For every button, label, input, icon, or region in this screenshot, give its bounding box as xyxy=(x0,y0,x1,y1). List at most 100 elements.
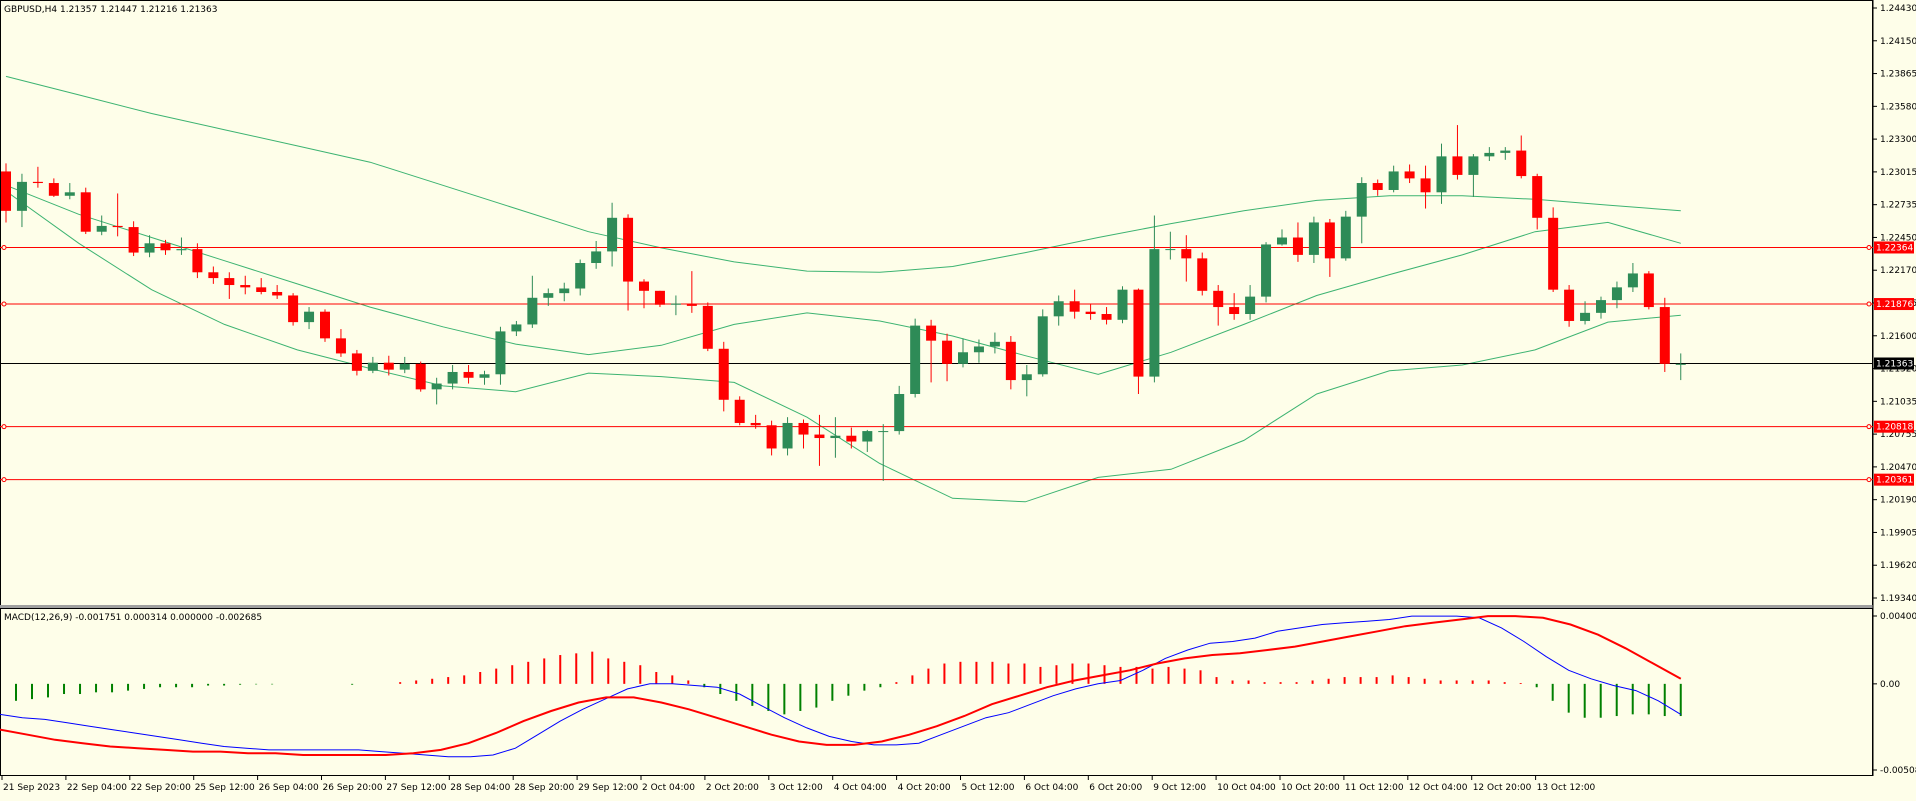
candle-body xyxy=(32,181,43,184)
candle-body xyxy=(176,249,187,251)
candle-body xyxy=(1548,217,1559,290)
candle-body xyxy=(511,324,522,332)
level-anchor-left[interactable] xyxy=(1,244,7,250)
candle-body xyxy=(431,383,442,390)
price-panel-frame xyxy=(0,0,1873,606)
candle-body xyxy=(288,295,299,323)
time-axis-label: 25 Sep 12:00 xyxy=(195,783,255,793)
candle-body xyxy=(958,352,968,364)
candle-body xyxy=(1213,290,1224,308)
candle-body xyxy=(1564,289,1575,321)
level-price-text: 1.20818 xyxy=(1876,423,1913,433)
bollinger-bands xyxy=(5,75,1681,503)
candle-body xyxy=(112,225,123,228)
candle-body xyxy=(96,225,107,232)
price-panel-header: GBPUSD,H4 1.21357 1.21447 1.21216 1.2136… xyxy=(4,5,217,15)
level-anchor-left[interactable] xyxy=(1,301,7,307)
candle-body xyxy=(399,363,410,370)
candle-body xyxy=(862,431,873,442)
candle-body xyxy=(1324,222,1335,259)
candle-body xyxy=(1308,222,1319,255)
price-axis-label: 1.23015 xyxy=(1880,168,1916,178)
level-anchor-right[interactable] xyxy=(1866,424,1872,430)
candle-body xyxy=(64,192,75,196)
macd-signal-line xyxy=(0,615,1682,756)
macd-axis-label: 0.00 xyxy=(1880,680,1900,690)
candle-body xyxy=(926,325,937,341)
candle-body xyxy=(144,243,155,253)
candle-body xyxy=(208,272,219,279)
macd-main-line xyxy=(0,615,1682,758)
time-axis-label: 22 Sep 20:00 xyxy=(131,783,191,793)
candle-body xyxy=(479,374,490,378)
candle-body xyxy=(1292,237,1303,255)
level-anchor-left[interactable] xyxy=(1,477,7,483)
candle-body xyxy=(335,338,346,354)
time-axis-label: 12 Oct 04:00 xyxy=(1409,783,1468,793)
level-anchor-right[interactable] xyxy=(1866,301,1872,307)
price-axis-label: 1.20470 xyxy=(1880,463,1916,473)
macd-axis: 0.004004 0.00 -0.005084 xyxy=(1873,612,1916,776)
time-axis-label: 3 Oct 12:00 xyxy=(770,783,823,793)
candle-body xyxy=(718,348,729,400)
candle-body xyxy=(1197,258,1208,291)
candle-body xyxy=(1484,152,1495,157)
time-axis-label: 26 Sep 20:00 xyxy=(323,783,383,793)
bollinger-lower-line xyxy=(5,190,1681,503)
candle-body xyxy=(16,181,27,211)
candle-body xyxy=(351,353,362,371)
candle-body xyxy=(846,435,857,442)
candle-body xyxy=(1659,307,1670,364)
price-axis-label: 1.24430 xyxy=(1880,4,1916,14)
time-axis-label: 22 Sep 04:00 xyxy=(67,783,127,793)
level-price-text: 1.20361 xyxy=(1876,476,1913,486)
panel-separator[interactable] xyxy=(0,605,1873,608)
candle-body xyxy=(1372,183,1383,190)
level-price-text: 1.21876 xyxy=(1876,300,1913,310)
candle-body xyxy=(1627,273,1638,288)
candle-body xyxy=(1675,363,1686,365)
candle-body xyxy=(320,311,330,339)
candle-body xyxy=(670,303,681,305)
candle-body xyxy=(1500,150,1511,153)
candle-body xyxy=(1,171,11,211)
horizontal-levels[interactable] xyxy=(0,244,1873,483)
candle-body xyxy=(1277,237,1287,245)
candle-body xyxy=(1596,300,1606,313)
price-axis-label: 1.19620 xyxy=(1880,561,1916,571)
candle-body xyxy=(1436,156,1447,193)
candle-body xyxy=(575,263,586,289)
candle-body xyxy=(798,422,809,435)
macd-panel-frame xyxy=(0,608,1873,776)
price-axis-label: 1.22450 xyxy=(1880,233,1916,243)
candle-body xyxy=(192,249,203,273)
time-axis-label: 13 Oct 12:00 xyxy=(1537,783,1596,793)
candle-body xyxy=(224,278,235,286)
candle-body xyxy=(1117,289,1128,320)
macd-axis-label: 0.004004 xyxy=(1880,612,1916,622)
candle-body xyxy=(304,311,315,323)
candle-body xyxy=(272,291,283,296)
time-axis-label: 4 Oct 04:00 xyxy=(834,783,887,793)
candle-body xyxy=(383,362,394,370)
level-anchor-right[interactable] xyxy=(1866,477,1872,483)
candle-body xyxy=(639,281,649,291)
candle-body xyxy=(463,371,474,378)
level-anchor-left[interactable] xyxy=(1,424,7,430)
macd-axis-label: -0.005084 xyxy=(1880,766,1916,776)
candle-body xyxy=(1468,156,1479,175)
price-axis-label: 1.19905 xyxy=(1880,528,1916,538)
candle-body xyxy=(1053,301,1064,317)
macd-histogram xyxy=(15,651,1682,718)
price-axis-label: 1.21600 xyxy=(1880,332,1916,342)
candle-body xyxy=(447,371,458,384)
level-price-text: 1.22364 xyxy=(1876,243,1913,253)
candle-body xyxy=(1085,311,1096,315)
candle-body xyxy=(1388,171,1399,190)
level-anchor-right[interactable] xyxy=(1866,244,1872,250)
candle-body xyxy=(1069,301,1080,312)
price-axis-label: 1.24150 xyxy=(1880,37,1916,47)
candle-body xyxy=(942,340,953,364)
